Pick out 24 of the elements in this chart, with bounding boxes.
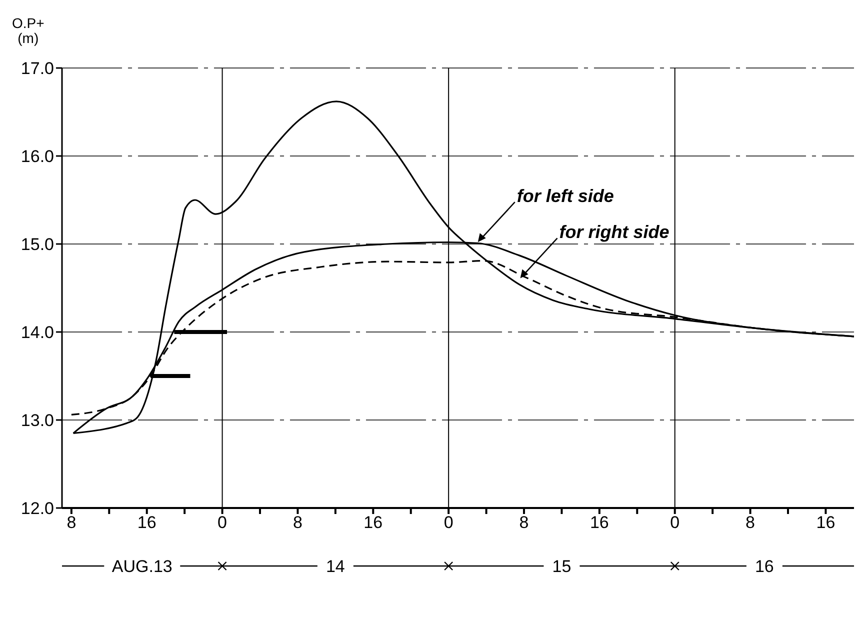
annotation: for left side (516, 186, 614, 206)
y-tick-label: 12.0 (20, 499, 54, 518)
y-tick-label: 17.0 (20, 59, 54, 78)
y-axis-title: O.P+ (m) (12, 15, 44, 46)
x-tick-label: 8 (519, 513, 529, 532)
text: 16 (754, 557, 774, 576)
text: AUG.13 (112, 557, 172, 576)
x-tick-label: 0 (444, 513, 454, 532)
annotation: for right side (559, 222, 670, 242)
y-tick-label: 15.0 (20, 235, 54, 254)
x-tick-label: 16 (137, 513, 156, 532)
x-tick-label: 0 (670, 513, 680, 532)
x-tick-label: 16 (590, 513, 609, 532)
y-tick-label: 14.0 (20, 323, 54, 342)
text: 14 (326, 557, 345, 576)
text: 15 (552, 557, 572, 576)
x-tick-label: 0 (218, 513, 228, 532)
x-tick-label: 16 (364, 513, 383, 532)
x-tick-label: 8 (66, 513, 76, 532)
x-tick-label: 8 (292, 513, 302, 532)
y-tick-label: 16.0 (20, 147, 54, 166)
y-tick-label: 13.0 (20, 411, 54, 430)
x-tick-label: 8 (746, 513, 756, 532)
x-tick-label: 16 (816, 513, 836, 532)
